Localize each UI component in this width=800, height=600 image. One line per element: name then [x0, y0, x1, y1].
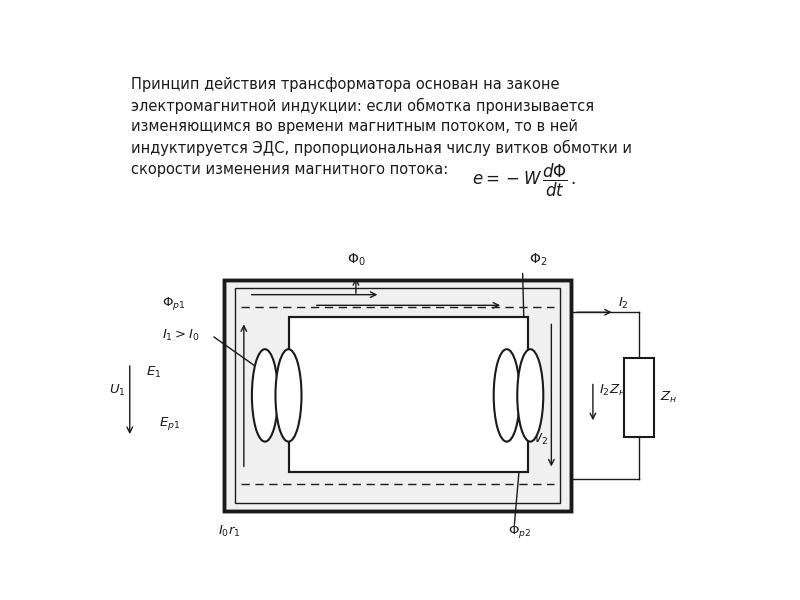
- Bar: [624, 358, 654, 437]
- Bar: [224, 280, 571, 511]
- Text: $E_2$: $E_2$: [366, 361, 382, 376]
- Text: $I_2 r_2$: $I_2 r_2$: [391, 442, 414, 458]
- Bar: [235, 288, 560, 503]
- Bar: [289, 317, 528, 472]
- Bar: [289, 317, 528, 472]
- Text: $Z_н$: $Z_н$: [660, 390, 677, 405]
- Text: $\Phi_{p1}$: $\Phi_{p1}$: [162, 295, 186, 311]
- Ellipse shape: [494, 349, 520, 442]
- Text: $\Phi_0$: $\Phi_0$: [346, 252, 366, 268]
- Ellipse shape: [518, 349, 543, 442]
- Text: $\Phi_2$: $\Phi_2$: [529, 252, 547, 268]
- Text: Принцип действия трансформатора основан на законе
электромагнитной индукции: есл: Принцип действия трансформатора основан …: [131, 77, 632, 176]
- Bar: [224, 280, 571, 511]
- Text: $U_1$: $U_1$: [110, 383, 126, 398]
- Text: $E_1$: $E_1$: [146, 365, 162, 380]
- Text: $I_0 r_1$: $I_0 r_1$: [218, 524, 241, 539]
- Text: $I_2 Z_н$: $I_2 Z_н$: [599, 383, 626, 398]
- Text: $I_1 > I_0$: $I_1 > I_0$: [162, 328, 199, 343]
- Ellipse shape: [252, 349, 278, 442]
- Text: $W_2$: $W_2$: [528, 432, 548, 447]
- Text: $E_{p1}$: $E_{p1}$: [159, 415, 180, 431]
- Text: $e = -W\,\dfrac{d\Phi}{dt}\,.$: $e = -W\,\dfrac{d\Phi}{dt}\,.$: [472, 162, 576, 199]
- Text: $\Phi_{p2}$: $\Phi_{p2}$: [508, 523, 531, 540]
- Text: $E_{p2}$: $E_{p2}$: [392, 404, 413, 421]
- Text: $W_1$: $W_1$: [288, 432, 308, 447]
- Ellipse shape: [275, 349, 302, 442]
- Text: $I_2$: $I_2$: [618, 295, 629, 311]
